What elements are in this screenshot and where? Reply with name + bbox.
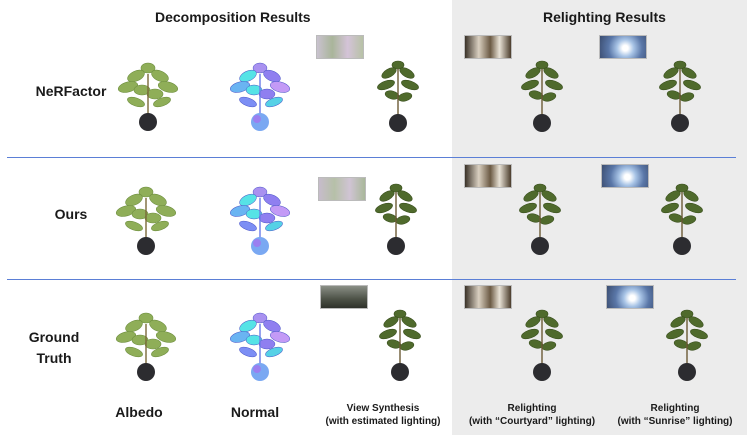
- relighting-heading: Relighting Results: [543, 9, 666, 25]
- row-divider: [7, 279, 736, 280]
- sunrise-envmap-thumbnail: [601, 164, 649, 188]
- relight-sunrise-plant-image: [644, 55, 716, 135]
- estimated-envmap-thumbnail: [320, 285, 368, 309]
- courtyard-envmap-thumbnail: [464, 285, 512, 309]
- albedo-plant-image: [110, 178, 182, 258]
- column-label-view-synthesis: View Synthesis (with estimated lighting): [325, 403, 441, 427]
- relight-sunrise-plant-image: [646, 178, 718, 258]
- view-synthesis-plant-image: [362, 55, 434, 135]
- row-divider: [7, 157, 736, 158]
- relight-courtyard-plant-image: [506, 55, 578, 135]
- sunrise-envmap-thumbnail: [599, 35, 647, 59]
- row-label-ours: Ours: [54, 206, 88, 222]
- column-label-relight-courtyard: Relighting (with “Courtyard” lighting): [468, 403, 596, 427]
- albedo-plant-image: [112, 54, 184, 134]
- normal-plant-image: [224, 178, 296, 258]
- relight-courtyard-plant-image: [504, 178, 576, 258]
- view-synthesis-plant-image: [364, 304, 436, 384]
- courtyard-envmap-thumbnail: [464, 164, 512, 188]
- courtyard-envmap-thumbnail: [464, 35, 512, 59]
- decomposition-heading: Decomposition Results: [155, 9, 311, 25]
- normal-plant-image: [224, 304, 296, 384]
- column-label-relight-sunrise: Relighting (with “Sunrise” lighting): [617, 403, 733, 427]
- relighting-panel-background: [452, 0, 747, 435]
- estimated-envmap-thumbnail: [318, 177, 366, 201]
- view-synthesis-plant-image: [360, 178, 432, 258]
- sunrise-envmap-thumbnail: [606, 285, 654, 309]
- estimated-envmap-thumbnail: [316, 35, 364, 59]
- row-label-nerfactor: NeRFactor: [35, 83, 107, 99]
- normal-plant-image: [224, 54, 296, 134]
- albedo-plant-image: [110, 304, 182, 384]
- column-label-albedo: Albedo: [115, 404, 163, 420]
- row-label-ground-truth: Ground Truth: [28, 329, 80, 366]
- column-label-normal: Normal: [230, 404, 280, 420]
- relight-courtyard-plant-image: [506, 304, 578, 384]
- relight-sunrise-plant-image: [651, 304, 723, 384]
